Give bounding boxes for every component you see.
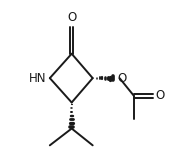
Text: HN: HN — [29, 72, 47, 85]
Text: O: O — [156, 89, 165, 102]
Text: O: O — [117, 72, 126, 85]
Text: O: O — [67, 11, 76, 24]
